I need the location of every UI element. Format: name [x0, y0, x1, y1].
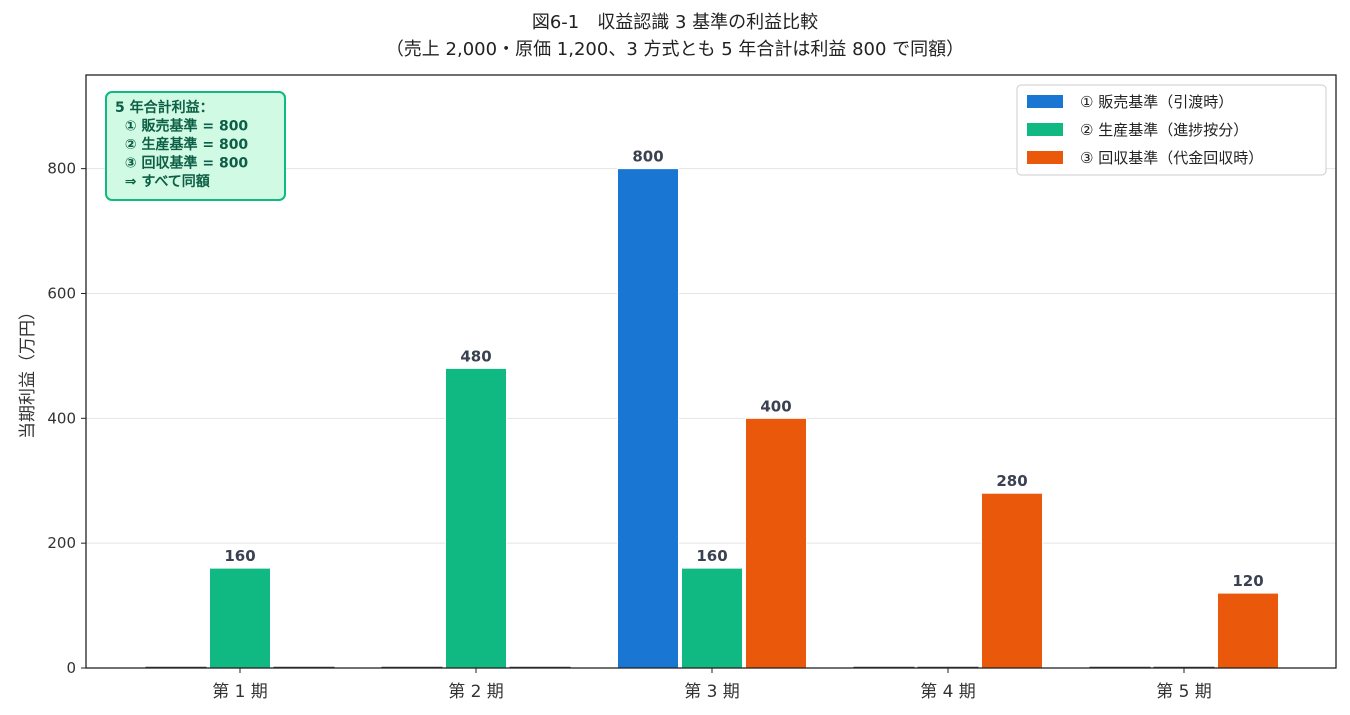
x-axis: 第 1 期 第 2 期 第 3 期 第 4 期 第 5 期	[212, 668, 1212, 702]
y-tick-label: 0	[66, 659, 76, 677]
legend-label-3: ③ 回収基準（代金回収時）	[1080, 149, 1263, 167]
grid-layer	[86, 168, 1336, 544]
x-tick-label: 第 5 期	[1156, 682, 1212, 702]
legend-swatch-3	[1027, 151, 1063, 164]
data-labels-layer: 160 480 800 160 400 280 120	[224, 148, 1263, 590]
y-tick-label: 400	[47, 409, 76, 427]
bar-series-3-category-5	[1217, 592, 1279, 669]
legend-label-2: ② 生産基準（進捗按分）	[1080, 121, 1248, 139]
x-tick-label: 第 2 期	[448, 682, 504, 702]
chart-title: 図6-1 収益認識 3 基準の利益比較	[532, 12, 818, 33]
y-tick-label: 600	[47, 284, 76, 302]
y-axis: 0 200 400 600 800	[47, 160, 86, 677]
bar-series-2-category-1	[209, 567, 271, 669]
y-tick-label: 200	[47, 534, 76, 552]
bar-series-2-category-2	[445, 367, 507, 669]
summary-box	[105, 91, 286, 201]
summary-line-5: ⇒ すべて同額	[115, 173, 210, 190]
bars-layer	[145, 168, 1279, 669]
bar-series-3-category-3	[745, 417, 807, 669]
legend-frame	[1016, 84, 1327, 176]
legend-swatch-1	[1027, 95, 1063, 108]
summary-line-4: ③ 回収基準 = 800	[115, 155, 248, 172]
data-label-series-3-category-4: 280	[996, 472, 1027, 490]
bar-series-3-category-4	[981, 492, 1043, 669]
legend: ① 販売基準（引渡時） ② 生産基準（進捗按分） ③ 回収基準（代金回収時）	[1016, 84, 1327, 176]
bar-series-1-category-3	[617, 168, 679, 669]
data-label-series-2-category-3: 160	[696, 547, 727, 565]
data-label-series-3-category-5: 120	[1232, 572, 1263, 590]
data-label-series-2-category-1: 160	[224, 547, 255, 565]
chart-subtitle: （売上 2,000・原価 1,200、3 方式とも 5 年合計は利益 800 で…	[386, 39, 964, 60]
summary-line-1: 5 年合計利益：	[115, 99, 214, 116]
legend-swatch-2	[1027, 123, 1063, 136]
x-tick-label: 第 3 期	[684, 682, 740, 702]
y-tick-label: 800	[47, 160, 76, 178]
plot-frame	[85, 74, 1337, 669]
data-label-series-3-category-3: 400	[760, 397, 791, 415]
x-tick-label: 第 4 期	[920, 682, 976, 702]
data-label-series-1-category-3: 800	[632, 148, 663, 166]
summary-line-2: ① 販売基準 = 800	[115, 118, 248, 135]
bar-series-2-category-3	[681, 567, 743, 669]
summary-annotation: 5 年合計利益： ① 販売基準 = 800 ② 生産基準 = 800 ③ 回収基…	[105, 91, 286, 201]
y-axis-label: 当期利益（万円）	[18, 303, 38, 439]
data-label-series-2-category-2: 480	[460, 347, 491, 365]
legend-label-1: ① 販売基準（引渡時）	[1080, 93, 1233, 111]
summary-line-3: ② 生産基準 = 800	[115, 136, 248, 153]
x-tick-label: 第 1 期	[212, 682, 268, 702]
